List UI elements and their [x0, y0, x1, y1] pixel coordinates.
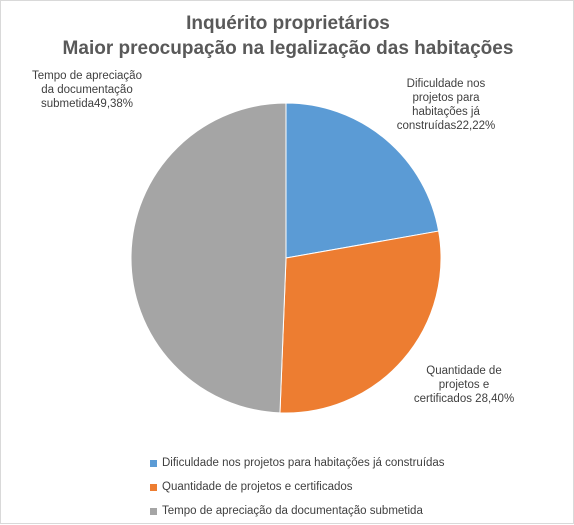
- legend: Dificuldade nos projetos para habitações…: [150, 451, 445, 523]
- legend-item: Tempo de apreciação da documentação subm…: [150, 499, 445, 523]
- pie-slice-quantidade: [279, 230, 442, 414]
- legend-item: Dificuldade nos projetos para habitações…: [150, 451, 445, 475]
- legend-item: Quantidade de projetos e certificados: [150, 475, 445, 499]
- chart-subtitle: Maior preocupação na legalização das hab…: [62, 38, 514, 59]
- pie-slice-dificuldade: [285, 102, 440, 259]
- legend-swatch: [150, 483, 157, 491]
- pie-slice-tempo: [130, 102, 287, 414]
- legend-swatch: [150, 507, 157, 515]
- chart-title: Inquérito proprietários: [186, 13, 390, 34]
- legend-label: Tempo de apreciação da documentação subm…: [162, 505, 423, 517]
- legend-label: Dificuldade nos projetos para habitações…: [162, 457, 445, 469]
- data-label-tempo: Tempo de apreciação da documentação submet…: [32, 70, 142, 110]
- data-label-quantidade: Quantidade de projetos e certificados 28,4…: [414, 365, 514, 405]
- chart-title-block: Inquérito proprietários Maior preocupaçã…: [1, 11, 574, 61]
- data-label-dificuldade: Dificuldade nos projetos para habitações j…: [397, 78, 495, 132]
- legend-swatch: [150, 459, 157, 467]
- legend-label: Quantidade de projetos e certificados: [162, 481, 353, 493]
